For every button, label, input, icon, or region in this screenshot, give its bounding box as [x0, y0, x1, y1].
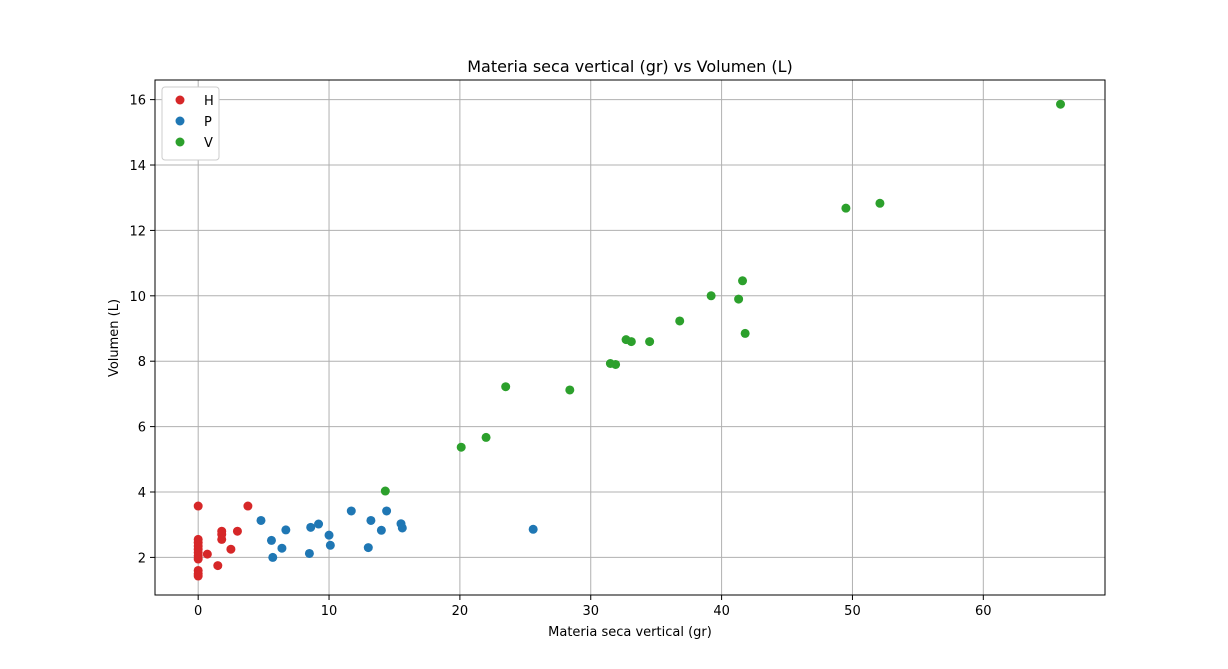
y-tick-label: 16 [129, 94, 146, 109]
data-point-v [456, 442, 466, 452]
data-point-h [226, 544, 236, 554]
data-point-v [645, 337, 655, 347]
data-point-p [306, 522, 316, 532]
data-point-h [193, 554, 203, 564]
data-point-v [481, 432, 491, 442]
data-point-v [875, 198, 885, 208]
data-point-v [611, 359, 621, 369]
data-point-v [380, 486, 390, 496]
data-point-h [213, 561, 223, 571]
data-point-v [626, 337, 636, 347]
plot-frame [154, 79, 1106, 596]
x-tick-label: 50 [844, 604, 861, 619]
data-point-v [841, 203, 851, 213]
data-point-p [256, 515, 266, 525]
data-point-p [314, 519, 324, 529]
legend-marker-h [175, 95, 185, 105]
axis-ticks: 0 10 20 30 40 50 60 2 4 6 8 10 12 14 16 [129, 94, 991, 619]
data-points [193, 99, 1066, 581]
data-point-p [304, 548, 314, 558]
data-point-h [217, 534, 227, 544]
grid-lines [155, 80, 1105, 595]
x-tick-label: 0 [194, 604, 202, 619]
y-axis-label: Volumen (L) [107, 299, 122, 377]
data-point-p [363, 543, 373, 553]
x-tick-label: 10 [321, 604, 338, 619]
data-point-p [397, 523, 407, 533]
x-tick-label: 40 [713, 604, 730, 619]
data-point-v [740, 328, 750, 338]
y-tick-label: 2 [138, 551, 146, 566]
chart-title: Materia seca vertical (gr) vs Volumen (L… [467, 57, 793, 76]
data-point-v [501, 382, 511, 392]
data-point-p [277, 543, 287, 553]
data-point-p [528, 524, 538, 534]
data-point-p [382, 506, 392, 516]
legend-marker-v [175, 137, 185, 147]
legend-marker-p [175, 116, 185, 126]
data-point-h [202, 549, 212, 559]
x-tick-label: 30 [582, 604, 599, 619]
y-tick-label: 12 [129, 224, 146, 239]
x-tick-label: 60 [975, 604, 992, 619]
y-tick-label: 14 [129, 159, 146, 174]
legend-label-h: H [204, 94, 214, 109]
y-tick-label: 6 [138, 421, 146, 436]
legend: HPV [161, 86, 220, 161]
y-tick-label: 4 [138, 486, 146, 501]
data-point-v [675, 316, 685, 326]
data-point-v [706, 291, 716, 301]
data-point-v [738, 276, 748, 286]
data-point-h [232, 526, 242, 536]
x-axis-label: Materia seca vertical (gr) [548, 625, 712, 640]
data-point-p [268, 552, 278, 562]
data-point-p [346, 506, 356, 516]
data-point-p [376, 525, 386, 535]
data-point-h [193, 501, 203, 511]
data-point-p [325, 540, 335, 550]
y-tick-label: 8 [138, 355, 146, 370]
data-point-p [281, 525, 291, 535]
legend-label-p: P [204, 115, 212, 130]
x-tick-label: 20 [452, 604, 469, 619]
data-point-v [1056, 99, 1066, 109]
data-point-h [243, 501, 253, 511]
data-point-p [324, 530, 334, 540]
y-tick-label: 10 [129, 290, 146, 305]
data-point-p [266, 535, 276, 545]
data-point-h [193, 571, 203, 581]
data-point-v [734, 294, 744, 304]
data-point-v [565, 385, 575, 395]
legend-label-v: V [204, 136, 213, 151]
data-point-p [366, 515, 376, 525]
